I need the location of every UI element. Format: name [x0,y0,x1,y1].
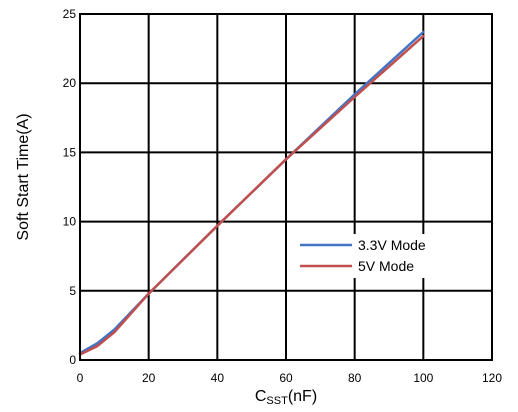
x-tick-label: 60 [279,371,293,385]
x-tick-label: 80 [348,371,362,385]
plot-border [79,13,493,361]
x-tick-label: 0 [77,371,84,385]
grid-lines [80,14,492,360]
legend-label-3v3: 3.3V Mode [358,237,426,253]
series-line-1 [78,34,425,356]
y-tick-label: 15 [63,145,77,159]
y-tick-label: 5 [69,284,76,298]
y-tick-labels: 0 5 10 15 20 25 [63,7,77,367]
x-tick-label: 100 [413,371,433,385]
y-tick-label: 0 [69,353,76,367]
x-tick-label: 120 [482,371,502,385]
y-tick-label: 25 [63,7,77,21]
x-tick-label: 20 [142,371,156,385]
y-tick-label: 10 [63,215,77,229]
x-axis-title: CSST(nF) [255,388,317,407]
x-tick-label: 40 [211,371,225,385]
y-axis-title: Soft Start Time(A) [15,113,32,240]
x-tick-labels: 0 20 40 60 80 100 120 [77,371,503,385]
series-group [78,30,425,356]
legend-label-5v: 5V Mode [358,258,414,274]
y-tick-label: 20 [63,76,77,90]
legend-box [292,234,444,278]
legend: 3.3V Mode 5V Mode [292,234,444,278]
